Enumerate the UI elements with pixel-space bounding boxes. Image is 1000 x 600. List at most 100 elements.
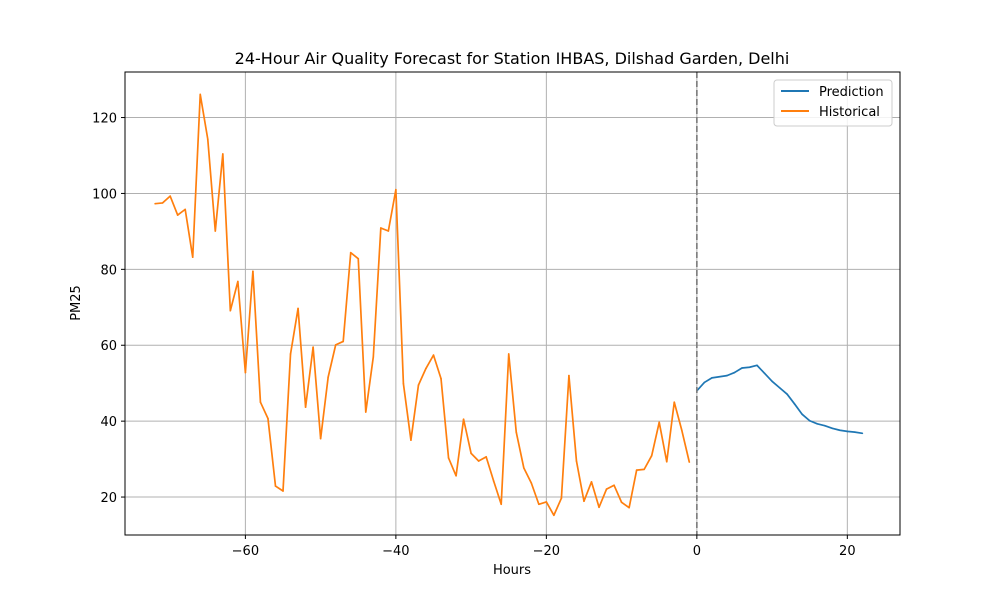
data-point-historical (387, 230, 390, 232)
y-tick-label: 60 (100, 339, 117, 354)
data-point-historical (492, 480, 495, 482)
data-point-historical (688, 461, 691, 463)
data-point-historical (349, 251, 352, 254)
data-point-historical (583, 500, 585, 503)
data-point-historical (643, 468, 645, 471)
data-point-prediction (733, 371, 736, 374)
data-point-prediction (703, 381, 706, 384)
data-point-historical (357, 257, 360, 260)
data-point-historical (169, 195, 171, 197)
data-point-historical (440, 377, 442, 380)
data-point-historical (447, 457, 450, 459)
plot-frame (124, 71, 901, 536)
data-point-historical (395, 188, 397, 191)
data-point-historical (417, 384, 420, 386)
x-tick-label: 20 (839, 544, 856, 559)
data-point-historical (455, 475, 457, 477)
data-point-prediction (793, 403, 796, 405)
data-point-historical (274, 485, 277, 487)
data-point-historical (507, 353, 510, 355)
data-point-historical (297, 307, 299, 310)
data-point-historical (410, 439, 412, 441)
data-point-prediction (763, 372, 766, 375)
y-tick-label: 20 (100, 491, 117, 506)
x-tick-label: −20 (533, 544, 560, 559)
data-point-prediction (831, 427, 834, 430)
data-point-historical (252, 270, 254, 273)
y-tick-label: 100 (92, 187, 117, 202)
data-point-historical (199, 93, 202, 96)
data-point-historical (244, 371, 247, 374)
data-point-prediction (801, 413, 803, 416)
data-point-prediction (718, 375, 721, 378)
data-point-historical (538, 503, 540, 506)
y-axis-ticks: 20 40 60 80 100 120 (92, 112, 125, 506)
data-point-historical (681, 429, 683, 432)
data-point-historical (665, 460, 668, 463)
data-point-prediction (808, 419, 811, 422)
data-point-prediction (854, 431, 856, 433)
data-point-prediction (711, 377, 713, 379)
data-point-historical (530, 482, 533, 484)
legend: Prediction Historical (773, 79, 893, 127)
data-point-historical (545, 501, 548, 503)
data-point-prediction (786, 393, 788, 396)
data-point-prediction (726, 374, 728, 377)
data-point-historical (462, 418, 465, 421)
data-point-historical (214, 230, 217, 232)
data-point-historical (191, 256, 194, 259)
data-point-historical (560, 497, 563, 499)
x-tick-label: −40 (382, 544, 409, 559)
data-point-historical (425, 367, 427, 370)
data-point-historical (267, 417, 269, 420)
data-point-historical (229, 309, 232, 312)
data-point-historical (259, 401, 262, 403)
data-point-prediction (846, 430, 849, 433)
data-point-historical (522, 467, 525, 469)
y-axis-label: PM25 (69, 285, 84, 321)
data-point-historical (470, 452, 472, 455)
data-point-prediction (771, 380, 773, 383)
data-point-historical (590, 481, 593, 483)
data-point-historical (282, 490, 284, 492)
data-point-historical (237, 280, 239, 283)
data-point-historical (485, 456, 487, 458)
data-point-historical (184, 208, 186, 211)
series-layer (154, 93, 864, 517)
data-point-historical (222, 153, 224, 155)
data-point-historical (342, 340, 345, 343)
y-tick-label: 120 (92, 112, 117, 127)
data-point-historical (304, 406, 307, 408)
y-tick-label: 40 (100, 415, 117, 430)
data-point-prediction (778, 386, 781, 389)
data-point-historical (650, 454, 653, 457)
data-point-historical (364, 411, 367, 413)
data-point-prediction (839, 429, 841, 432)
data-point-historical (477, 460, 480, 462)
data-point-historical (500, 503, 503, 506)
data-point-historical (372, 356, 375, 358)
data-point-prediction (861, 432, 864, 435)
x-axis-ticks: −60 −40 −20 0 20 (232, 535, 856, 559)
data-point-historical (575, 460, 578, 462)
data-point-historical (553, 514, 555, 517)
data-point-prediction (748, 366, 751, 369)
data-point-historical (568, 374, 570, 377)
data-point-historical (176, 214, 179, 216)
data-point-historical (598, 506, 600, 509)
data-point-historical (380, 227, 382, 229)
chart-title: 24-Hour Air Quality Forecast for Station… (235, 49, 790, 68)
data-point-historical (605, 488, 608, 490)
legend-label-prediction: Prediction (819, 85, 884, 100)
data-point-historical (402, 382, 405, 385)
data-point-prediction (741, 367, 743, 369)
series-line-historical (155, 93, 691, 517)
x-tick-label: 0 (693, 544, 701, 559)
data-point-historical (620, 501, 623, 504)
x-axis-label: Hours (493, 563, 531, 578)
data-point-historical (289, 353, 292, 355)
legend-label-historical: Historical (819, 105, 880, 120)
data-point-prediction (756, 364, 758, 367)
data-point-prediction (816, 423, 819, 425)
